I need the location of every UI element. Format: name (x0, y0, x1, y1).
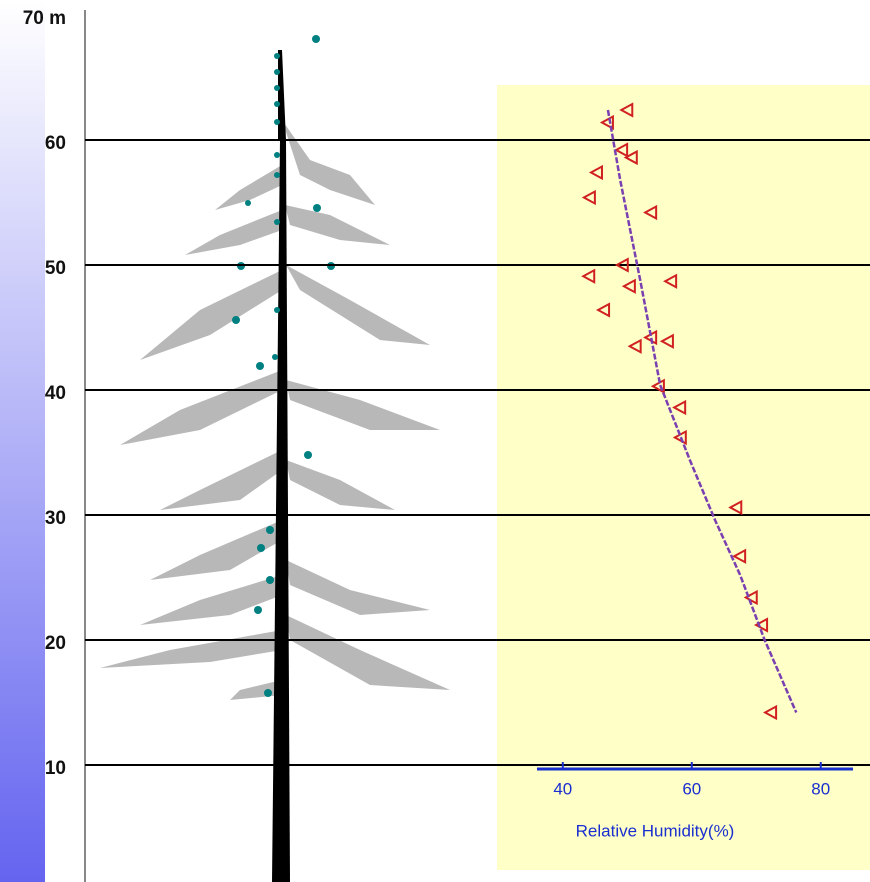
branch (286, 265, 430, 345)
x-tick-label: 80 (811, 779, 830, 798)
trunk (272, 140, 290, 882)
y-tick-label: 60 (45, 133, 66, 154)
y-tick-label: 50 (45, 258, 66, 279)
branch (286, 615, 450, 690)
side-strip (0, 0, 45, 882)
y-tick-label: 30 (45, 508, 66, 529)
branch (286, 460, 395, 510)
y-tick-label: 10 (45, 758, 66, 779)
tree-top (278, 50, 286, 140)
y-tick-label: 40 (45, 383, 66, 404)
y-tick-label: 70 m (23, 8, 66, 29)
branch (100, 630, 282, 668)
branch (285, 205, 390, 245)
branch (286, 380, 440, 430)
branch (185, 210, 282, 255)
branch (286, 560, 430, 615)
branch (282, 120, 375, 205)
branch (160, 450, 282, 510)
chart: Relative Humidity(%) 10 20 30 40 50 60 70 m 40 6… (0, 0, 870, 882)
x-tick-label: 60 (682, 779, 701, 798)
plot-panel (497, 85, 870, 870)
branch (140, 575, 282, 625)
page: {"chart_data": {"type": "scatter", "ylim… (0, 0, 870, 882)
branch (120, 370, 282, 445)
x-tick-label: 40 (553, 779, 572, 798)
y-tick-label: 20 (45, 633, 66, 654)
x-axis-label: Relative Humidity(%) (576, 821, 735, 840)
branch (140, 270, 282, 360)
